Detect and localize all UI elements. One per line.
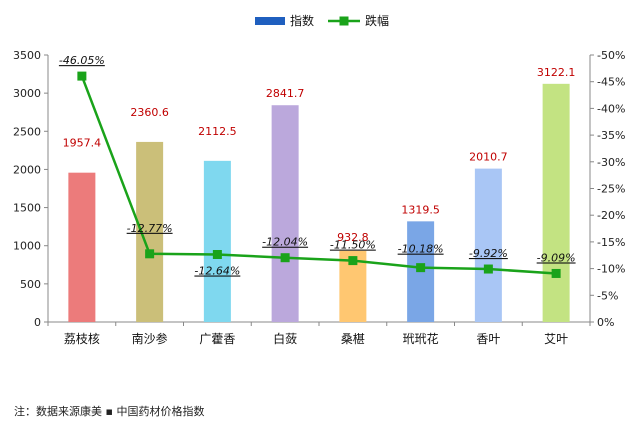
bar-value-label: 3122.1: [537, 66, 576, 79]
bar: [542, 83, 570, 322]
bar-value-label: 1957.4: [63, 137, 102, 150]
x-tick-label: 艾叶: [544, 332, 568, 346]
left-tick-label: 3500: [13, 49, 41, 62]
bar-value-label: 2841.7: [266, 87, 305, 100]
left-tick-label: 2000: [13, 163, 41, 176]
decline-point-label: -12.04%: [262, 236, 308, 249]
legend-label-index: 指数: [290, 13, 314, 28]
decline-point-label: -12.77%: [127, 222, 173, 235]
decline-point: [551, 268, 561, 278]
decline-point: [77, 71, 87, 81]
bar: [474, 168, 502, 322]
legend-marker-decline: [339, 16, 349, 26]
right-tick-label: -20%: [597, 209, 625, 222]
bar-value-label: 2112.5: [198, 125, 237, 138]
right-tick-label: -30%: [597, 156, 625, 169]
right-tick-label: -50%: [597, 49, 625, 62]
right-tick-label: -35%: [597, 129, 625, 142]
decline-point-label: -9.09%: [537, 251, 576, 264]
right-tick-label: -25%: [597, 183, 625, 196]
decline-point: [280, 253, 290, 263]
right-tick-label: -10%: [597, 263, 625, 276]
bar: [271, 105, 299, 322]
left-tick-label: 0: [34, 316, 41, 329]
decline-point-label: -10.18%: [398, 243, 444, 256]
x-tick-label: 广藿香: [199, 332, 235, 346]
left-tick-label: 1000: [13, 240, 41, 253]
decline-line: [80, 75, 557, 275]
decline-point: [145, 249, 155, 259]
right-tick-label: -40%: [597, 102, 625, 115]
decline-point-label: -46.05%: [59, 54, 105, 67]
bar: [203, 160, 231, 322]
x-tick-label: 玳玳花: [403, 331, 439, 346]
legend-swatch-index: [255, 17, 285, 25]
x-tick-label: 白蔹: [273, 331, 297, 346]
bar-value-label: 2360.6: [130, 106, 169, 119]
left-tick-label: 3000: [13, 87, 41, 100]
right-tick-label: -15%: [597, 236, 625, 249]
decline-point: [348, 256, 358, 266]
x-tick-label: 荔枝核: [64, 331, 100, 346]
bar: [68, 172, 96, 322]
left-tick-label: 500: [20, 278, 41, 291]
bar-value-label: 932.8: [337, 231, 369, 244]
left-tick-label: 2500: [13, 125, 41, 138]
x-tick-label: 南沙参: [132, 331, 168, 346]
right-tick-label: -5%: [597, 289, 618, 302]
bar-value-label: 2010.7: [469, 151, 508, 164]
bar-value-label: 1319.5: [401, 203, 440, 216]
left-tick-label: 1500: [13, 202, 41, 215]
right-tick-label: 0%: [597, 316, 614, 329]
decline-point-label: -12.64%: [194, 265, 240, 278]
decline-point-label: -9.92%: [469, 247, 508, 260]
legend-label-decline: 跌幅: [365, 13, 389, 28]
decline-point: [416, 263, 426, 273]
x-tick-label: 桑椹: [341, 332, 365, 346]
right-tick-label: -45%: [597, 76, 625, 89]
x-tick-label: 香叶: [476, 332, 500, 346]
decline-point: [212, 250, 222, 260]
footnote: 注：数据来源康美 ▪ 中国药材价格指数: [14, 405, 205, 418]
decline-point: [483, 264, 493, 274]
decline-point-label: -11.50%: [330, 239, 376, 252]
